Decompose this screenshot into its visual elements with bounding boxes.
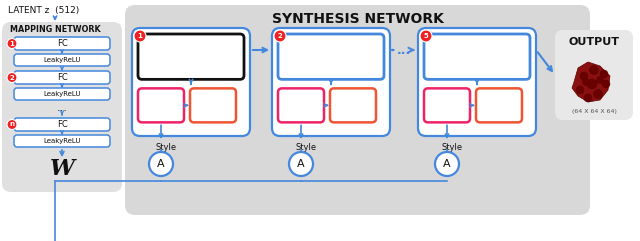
Text: SIGMOID: SIGMOID [484, 102, 514, 108]
FancyBboxPatch shape [190, 88, 236, 122]
Text: A: A [443, 159, 451, 169]
Text: W: W [49, 158, 74, 180]
Text: (64 X 64 X 64): (64 X 64 X 64) [454, 63, 499, 68]
Polygon shape [572, 62, 610, 102]
FancyBboxPatch shape [278, 34, 384, 79]
Text: 2: 2 [10, 74, 14, 80]
Circle shape [582, 79, 589, 86]
Text: FC: FC [56, 73, 67, 82]
Circle shape [593, 89, 602, 99]
FancyBboxPatch shape [272, 28, 390, 136]
Text: OUTPUT: OUTPUT [568, 37, 620, 47]
Text: AdaIN: AdaIN [148, 101, 173, 110]
FancyBboxPatch shape [138, 34, 244, 79]
Text: (64 X 64 X 64): (64 X 64 X 64) [572, 109, 616, 114]
FancyBboxPatch shape [424, 88, 470, 122]
Text: CONSTANT INPUT: CONSTANT INPUT [150, 47, 232, 56]
Circle shape [576, 86, 584, 94]
Circle shape [602, 80, 610, 88]
Text: (8 X 8 X 8): (8 X 8 X 8) [315, 63, 348, 68]
Circle shape [7, 120, 17, 129]
Circle shape [420, 30, 432, 42]
FancyBboxPatch shape [14, 54, 110, 66]
FancyBboxPatch shape [555, 30, 633, 120]
Text: LATENT z  (512): LATENT z (512) [8, 7, 79, 15]
Text: SYNTHESIS NETWORK: SYNTHESIS NETWORK [271, 12, 444, 26]
FancyBboxPatch shape [2, 22, 122, 192]
Circle shape [435, 152, 459, 176]
FancyBboxPatch shape [424, 34, 530, 79]
FancyBboxPatch shape [14, 88, 110, 100]
Circle shape [149, 152, 173, 176]
Text: ...: ... [56, 103, 67, 113]
Text: (4 X 4 X 4 X 512): (4 X 4 X 4 X 512) [164, 63, 218, 68]
Text: MAPPING NETWORK: MAPPING NETWORK [10, 26, 100, 34]
FancyBboxPatch shape [14, 71, 110, 84]
Text: 2: 2 [278, 33, 282, 39]
Circle shape [580, 72, 588, 80]
FancyBboxPatch shape [14, 118, 110, 131]
Circle shape [587, 79, 597, 89]
Text: Style: Style [295, 143, 316, 153]
Circle shape [7, 73, 17, 82]
FancyBboxPatch shape [418, 28, 536, 136]
Text: RELU: RELU [204, 102, 222, 108]
Text: Style: Style [441, 143, 462, 153]
Circle shape [134, 30, 146, 42]
Text: ...: ... [397, 43, 411, 56]
Circle shape [7, 39, 17, 48]
Text: 1: 1 [138, 33, 143, 39]
Text: FC: FC [56, 120, 67, 129]
Text: DECONVOLUTION: DECONVOLUTION [436, 47, 517, 56]
Text: AdaIN: AdaIN [435, 101, 460, 110]
Circle shape [589, 66, 598, 74]
Circle shape [600, 70, 608, 78]
Text: DECONVOLUTION: DECONVOLUTION [291, 47, 371, 56]
FancyBboxPatch shape [330, 88, 376, 122]
Text: FC: FC [56, 39, 67, 48]
Text: A: A [157, 159, 165, 169]
Circle shape [274, 30, 286, 42]
FancyBboxPatch shape [278, 88, 324, 122]
Text: n: n [10, 121, 15, 127]
Circle shape [584, 94, 592, 102]
Circle shape [289, 152, 313, 176]
Text: LeakyReLU: LeakyReLU [44, 138, 81, 144]
Text: Style: Style [155, 143, 176, 153]
FancyBboxPatch shape [476, 88, 522, 122]
FancyBboxPatch shape [138, 88, 184, 122]
Text: RELU: RELU [344, 102, 362, 108]
FancyBboxPatch shape [14, 37, 110, 50]
FancyBboxPatch shape [132, 28, 250, 136]
Text: 5: 5 [424, 33, 428, 39]
Text: LeakyReLU: LeakyReLU [44, 57, 81, 63]
FancyBboxPatch shape [125, 5, 590, 215]
Text: LeakyReLU: LeakyReLU [44, 91, 81, 97]
FancyBboxPatch shape [14, 135, 110, 147]
Text: 1: 1 [10, 40, 15, 47]
Text: AdaIN: AdaIN [289, 101, 314, 110]
Text: A: A [297, 159, 305, 169]
Circle shape [596, 76, 604, 83]
